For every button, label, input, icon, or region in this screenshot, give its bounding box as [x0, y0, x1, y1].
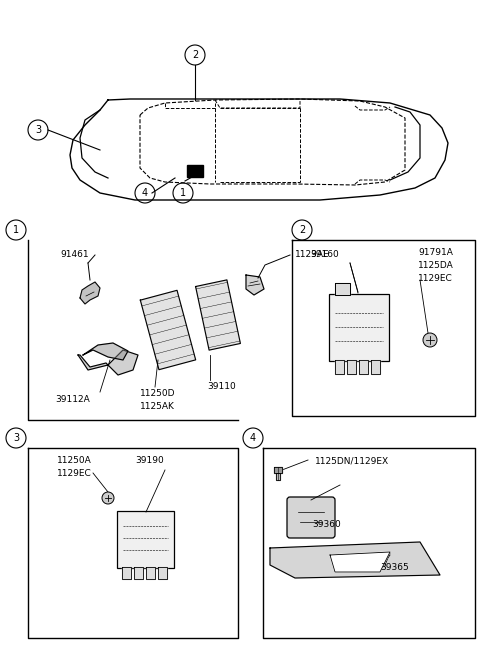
Polygon shape: [134, 567, 143, 579]
Polygon shape: [78, 350, 138, 375]
Text: 4: 4: [142, 188, 148, 198]
Text: 1129AE: 1129AE: [295, 250, 330, 259]
Polygon shape: [246, 275, 264, 295]
Text: 11250A: 11250A: [57, 456, 92, 465]
Polygon shape: [146, 567, 155, 579]
Polygon shape: [371, 360, 380, 374]
Polygon shape: [335, 360, 344, 374]
Text: 1125DA: 1125DA: [418, 261, 454, 270]
Polygon shape: [122, 567, 131, 579]
Circle shape: [423, 333, 437, 347]
Text: 39110: 39110: [207, 382, 236, 391]
Text: 1125AK: 1125AK: [140, 402, 175, 411]
Text: 3: 3: [13, 433, 19, 443]
Polygon shape: [195, 280, 240, 350]
Polygon shape: [187, 165, 203, 177]
Text: 1129EC: 1129EC: [57, 469, 92, 478]
Text: 2: 2: [299, 225, 305, 235]
Text: 1: 1: [180, 188, 186, 198]
Text: 91791A: 91791A: [418, 248, 453, 257]
Text: 4: 4: [250, 433, 256, 443]
Polygon shape: [347, 360, 356, 374]
Text: 1129EC: 1129EC: [418, 274, 453, 283]
Polygon shape: [274, 467, 282, 473]
Polygon shape: [140, 290, 196, 370]
FancyBboxPatch shape: [329, 294, 389, 361]
FancyBboxPatch shape: [117, 511, 174, 568]
FancyBboxPatch shape: [287, 497, 335, 538]
Polygon shape: [330, 552, 390, 572]
Polygon shape: [335, 283, 350, 295]
Text: 2: 2: [192, 50, 198, 60]
Text: 39360: 39360: [312, 520, 341, 529]
Text: 39160: 39160: [310, 250, 339, 259]
Polygon shape: [276, 473, 280, 480]
Circle shape: [102, 492, 114, 504]
Polygon shape: [270, 542, 440, 578]
Polygon shape: [83, 343, 128, 360]
Text: 39112A: 39112A: [55, 395, 90, 404]
Polygon shape: [80, 282, 100, 304]
Text: 39190: 39190: [135, 456, 164, 465]
Text: 39365: 39365: [380, 563, 409, 572]
Text: 1125DN/1129EX: 1125DN/1129EX: [315, 456, 389, 465]
Text: 11250D: 11250D: [140, 389, 176, 398]
Polygon shape: [158, 567, 167, 579]
Text: 1: 1: [13, 225, 19, 235]
Text: 3: 3: [35, 125, 41, 135]
Polygon shape: [359, 360, 368, 374]
Text: 91461: 91461: [60, 250, 89, 259]
